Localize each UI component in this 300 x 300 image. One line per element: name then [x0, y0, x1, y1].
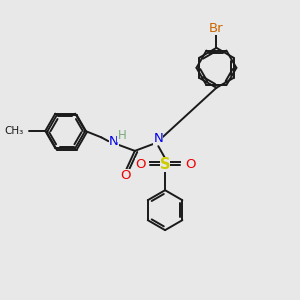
Text: O: O [135, 158, 146, 171]
Text: O: O [120, 169, 131, 182]
Text: N: N [153, 132, 163, 145]
Text: CH₃: CH₃ [4, 126, 24, 136]
Text: H: H [118, 129, 126, 142]
Text: Br: Br [209, 22, 224, 35]
Text: O: O [185, 158, 195, 171]
Text: S: S [160, 157, 170, 172]
Text: N: N [109, 135, 118, 148]
